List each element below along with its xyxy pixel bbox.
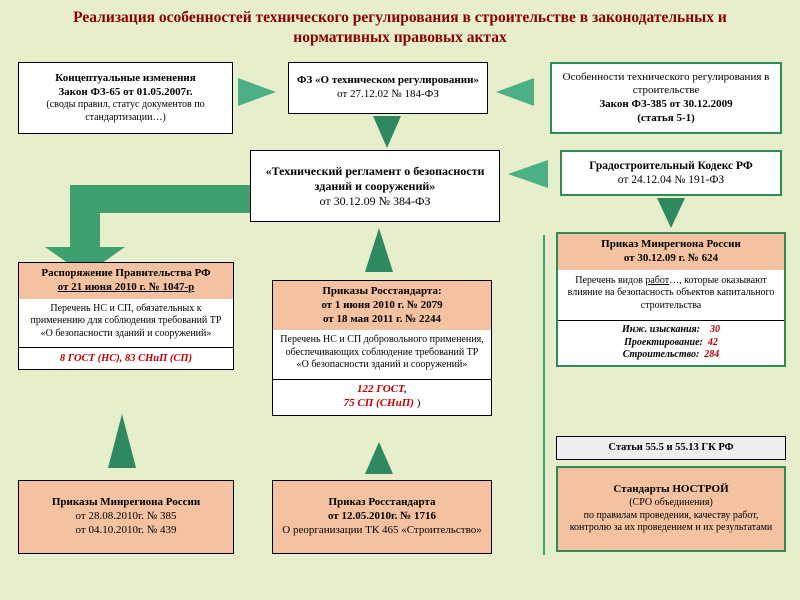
arrow-icon bbox=[373, 116, 401, 148]
box-minregion-385: Приказы Минрегиона России от 28.08.2010г… bbox=[18, 480, 234, 554]
header: Приказы Росстандарта: от 1 июня 2010 г. … bbox=[273, 281, 491, 330]
foot: 75 СП (СНиП) bbox=[344, 397, 414, 409]
text: от 30.12.09 № 384-ФЗ bbox=[257, 194, 493, 209]
box-articles: Статьи 55.5 и 55.13 ГК РФ bbox=[556, 436, 786, 460]
text: Приказы Минрегиона России bbox=[25, 496, 227, 510]
text: Градостроительный Кодекс РФ bbox=[568, 159, 774, 173]
arrow-icon bbox=[108, 414, 136, 468]
text: от 18 мая 2011 г. № 2244 bbox=[279, 313, 485, 327]
text: О реорганизации ТК 465 «Строительство» bbox=[279, 524, 485, 538]
desc: Перечень НС и СП добровольного применени… bbox=[273, 330, 491, 376]
text: по правилам проведения, качеству работ, … bbox=[564, 510, 778, 535]
arrow-icon bbox=[365, 442, 393, 474]
divider bbox=[543, 235, 545, 555]
text: от 30.12.09 г. № 624 bbox=[564, 252, 778, 266]
arrow-icon bbox=[496, 78, 534, 106]
text: Концептуальные изменения bbox=[25, 72, 226, 86]
text: Приказы Росстандарта: bbox=[279, 285, 485, 299]
desc: Перечень видов работ…, которые оказывают… bbox=[558, 270, 784, 318]
text: (статья 5-1) bbox=[558, 112, 774, 126]
box-grad-kodeks: Градостроительный Кодекс РФ от 24.12.04 … bbox=[560, 150, 782, 196]
text: от 27.12.02 № 184-ФЗ bbox=[295, 88, 481, 102]
header: Приказ Минрегиона России от 30.12.09 г. … bbox=[558, 234, 784, 270]
box-rasporyazh-1047: Распоряжение Правительства РФ от 21 июня… bbox=[18, 262, 234, 370]
foot: 8 ГОСТ (НС), 83 СНиП (СП) bbox=[19, 347, 233, 369]
box-fz65: Концептуальные изменения Закон ФЗ-65 от … bbox=[18, 62, 233, 134]
arrow-icon bbox=[238, 78, 276, 106]
text: Особенности технического регулирования в… bbox=[558, 71, 774, 99]
desc: Перечень НС и СП, обязательных к примене… bbox=[19, 299, 233, 345]
text: «Технический регламент о безопасности зд… bbox=[257, 164, 493, 194]
box-rosstandart-2079: Приказы Росстандарта: от 1 июня 2010 г. … bbox=[272, 280, 492, 416]
box-rosstandart-1716: Приказ Росстандарта от 12.05.2010г. № 17… bbox=[272, 480, 492, 554]
page-title: Реализация особенностей технического рег… bbox=[0, 0, 800, 52]
text: от 21 июня 2010 г. № 1047-р bbox=[25, 281, 227, 295]
text: от 04.10.2010г. № 439 bbox=[25, 524, 227, 538]
text: от 12.05.2010г. № 1716 bbox=[279, 510, 485, 524]
text: Стандарты НОСТРОЙ bbox=[564, 483, 778, 497]
text: Закон ФЗ-65 от 01.05.2007г. bbox=[25, 86, 226, 100]
arrow-icon bbox=[657, 198, 685, 228]
text: Приказ Минрегиона России bbox=[564, 238, 778, 252]
box-fz184: ФЗ «О техническом регулировании» от 27.1… bbox=[288, 62, 488, 114]
text: от 28.08.2010г. № 385 bbox=[25, 510, 227, 524]
box-fz385: Особенности технического регулирования в… bbox=[550, 62, 782, 134]
text: Закон ФЗ-385 от 30.12.2009 bbox=[558, 98, 774, 112]
text: (своды правил, статус документов по стан… bbox=[25, 99, 226, 124]
arrow-icon bbox=[365, 228, 393, 272]
text: от 1 июня 2010 г. № 2079 bbox=[279, 299, 485, 313]
text: (СРО объединения) bbox=[564, 497, 778, 510]
foot: 122 ГОСТ, bbox=[357, 383, 407, 395]
box-nostroy: Стандарты НОСТРОЙ (СРО объединения) по п… bbox=[556, 466, 786, 552]
text: Статьи 55.5 и 55.13 ГК РФ bbox=[563, 441, 779, 454]
text: от 24.12.04 № 191-ФЗ bbox=[568, 173, 774, 187]
text: Приказ Росстандарта bbox=[279, 496, 485, 510]
arrow-icon bbox=[508, 160, 548, 188]
box-prikaz-624: Приказ Минрегиона России от 30.12.09 г. … bbox=[556, 232, 786, 367]
header: Распоряжение Правительства РФ от 21 июня… bbox=[19, 263, 233, 299]
box-tr384: «Технический регламент о безопасности зд… bbox=[250, 150, 500, 222]
text: Распоряжение Правительства РФ bbox=[25, 267, 227, 281]
text: ФЗ «О техническом регулировании» bbox=[295, 74, 481, 88]
